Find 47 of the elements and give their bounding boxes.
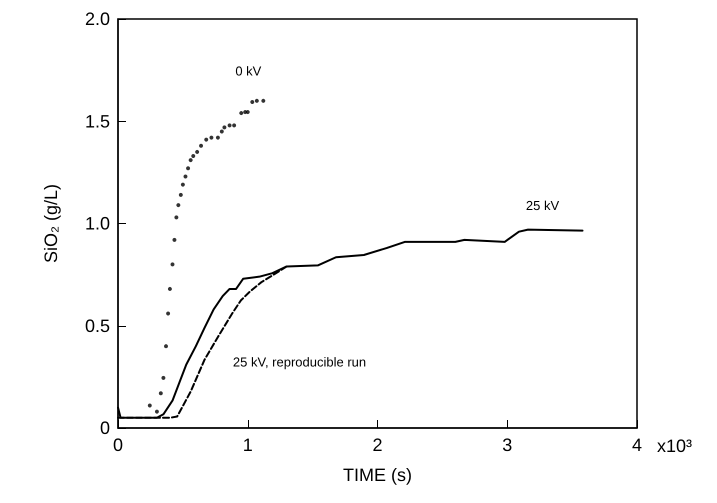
y-tick-label: 1.0 (84, 214, 110, 234)
point (188, 158, 193, 162)
y-tick-label: 0.5 (84, 316, 110, 336)
point (170, 262, 174, 266)
point (216, 136, 220, 140)
point (164, 344, 168, 348)
x-axis-title: TIME (s) (343, 465, 412, 485)
series-label: 25 kV (526, 198, 560, 214)
point (176, 203, 180, 208)
x-tick-label: 1 (242, 435, 253, 455)
point (246, 110, 250, 114)
point (158, 391, 163, 396)
point (174, 215, 178, 220)
point (183, 174, 188, 178)
point (154, 410, 159, 414)
point (166, 311, 170, 316)
y-tick-label: 2.0 (84, 9, 110, 29)
point (148, 404, 152, 408)
series-label: 0 kV (235, 63, 262, 78)
point (191, 154, 196, 158)
y-tick-label: 1.5 (84, 111, 110, 132)
point (178, 192, 183, 197)
point (239, 111, 244, 116)
x-tick-label: 0 (112, 435, 124, 455)
y-tick-label: 0 (100, 418, 110, 438)
series-label: 25 kV, reproducible run (232, 354, 366, 370)
point (195, 150, 200, 154)
point (254, 98, 259, 103)
point (232, 123, 236, 128)
text: x10³ (657, 436, 692, 456)
point (261, 98, 266, 103)
point (220, 129, 224, 134)
y-axis-title: SiO₂ (g/L) (41, 184, 61, 264)
x-tick-label: 4 (632, 435, 642, 455)
x-tick-label: 3 (502, 435, 512, 455)
point (168, 286, 172, 291)
point (161, 376, 166, 380)
point (199, 144, 204, 148)
point (180, 182, 185, 187)
point (222, 125, 226, 130)
point (209, 136, 214, 140)
x-tick-label: 2 (372, 435, 383, 455)
point (172, 238, 176, 242)
point (186, 166, 190, 170)
point (250, 100, 254, 104)
point (228, 123, 232, 128)
point (204, 138, 208, 142)
